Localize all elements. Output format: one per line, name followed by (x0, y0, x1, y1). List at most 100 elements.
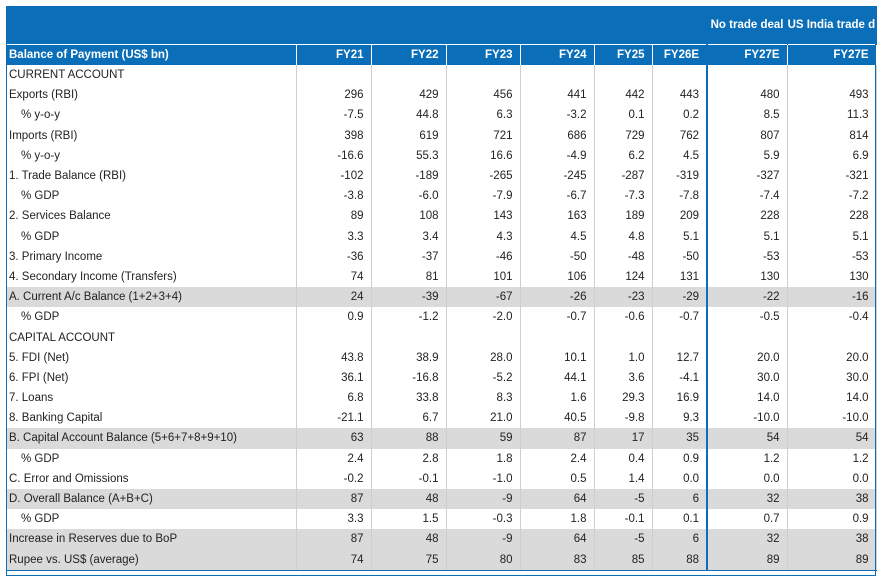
cell-value (594, 327, 653, 348)
table-row: A. Current A/c Balance (1+2+3+4) 24 -39 -67… (6, 287, 877, 308)
cell-value: -29 (652, 287, 708, 308)
cell-value: -5 (594, 488, 653, 510)
cell-value: -9 (446, 488, 521, 510)
cell-value: -0.7 (520, 307, 595, 328)
cell-value (446, 65, 521, 86)
cell-value: -321 (787, 165, 877, 187)
cell-value (371, 327, 447, 348)
table-row: 3. Primary Income -36 -37 -46 -50 -48 -50 -53 -5… (6, 246, 877, 267)
cell-value: 88 (652, 549, 708, 571)
cell-value: 83 (520, 549, 595, 571)
cell-value: 686 (520, 125, 595, 146)
cell-value: 163 (520, 206, 595, 227)
cell-value: -53 (787, 246, 877, 267)
row-label: D. Overall Balance (A+B+C) (6, 488, 297, 510)
cell-value: 40.5 (520, 408, 595, 429)
cell-value: 0.9 (652, 448, 708, 469)
table-row: Rupee vs. US$ (average) 74 75 80 83 85 88 89 89 (6, 549, 877, 571)
cell-value: 6.9 (787, 145, 877, 166)
cell-value: 480 (706, 85, 788, 106)
cell-value: 5.1 (706, 226, 788, 247)
cell-value: 89 (787, 549, 877, 571)
cell-value: 762 (652, 125, 708, 146)
cell-value: 89 (706, 549, 788, 571)
cell-value: 8.3 (446, 388, 521, 409)
cell-value: 6.2 (594, 145, 653, 166)
cell-value: -0.3 (446, 509, 521, 530)
cell-value: 2.4 (520, 448, 595, 469)
table-row: 2. Services Balance 89 108 143 163 189 209 228 2… (6, 206, 877, 227)
cell-value: 4.5 (652, 145, 708, 166)
cell-value: -16.8 (371, 367, 447, 388)
row-label: A. Current A/c Balance (1+2+3+4) (6, 287, 297, 308)
table-row: Imports (RBI) 398 619 721 686 729 762 807 814 (6, 125, 877, 146)
cell-value (652, 327, 708, 348)
cell-value: 20.0 (787, 347, 877, 368)
cell-value: -7.4 (706, 186, 788, 207)
cell-value: -7.8 (652, 186, 708, 207)
cell-value: 619 (371, 125, 447, 146)
row-label: 3. Primary Income (6, 246, 297, 267)
cell-value: -36 (296, 246, 372, 267)
cell-value: 2.8 (371, 448, 447, 469)
table-title: Balance of Payment (US$ bn) (6, 44, 297, 65)
cell-value: -67 (446, 287, 521, 308)
cell-value: 1.4 (594, 468, 653, 489)
cell-value: -0.7 (652, 307, 708, 328)
cell-value: 0.9 (787, 509, 877, 530)
cell-value: 64 (520, 529, 595, 550)
scenario-us-india-trade-deal: US India trade deal (786, 6, 877, 45)
cell-value: -7.9 (446, 186, 521, 207)
cell-value: -22 (706, 287, 788, 308)
cell-value: -0.4 (787, 307, 877, 328)
cell-value (706, 65, 788, 86)
cell-value: -7.2 (787, 186, 877, 207)
cell-value: -1.2 (371, 307, 447, 328)
cell-value: 14.0 (706, 388, 788, 409)
cell-value: -0.6 (594, 307, 653, 328)
cell-value: 24 (296, 287, 372, 308)
cell-value: 493 (787, 85, 877, 106)
cell-value: 14.0 (787, 388, 877, 409)
row-label: % GDP (6, 307, 297, 328)
cell-value: -265 (446, 165, 521, 187)
cell-value: 101 (446, 266, 521, 288)
column-header-fy27e-trade-deal: FY27E (787, 44, 877, 65)
row-label: CAPITAL ACCOUNT (6, 327, 297, 348)
cell-value: 48 (371, 529, 447, 550)
cell-value (520, 65, 595, 86)
column-header-row: Balance of Payment (US$ bn) FY21 FY22 FY… (6, 44, 877, 65)
cell-value: 108 (371, 206, 447, 227)
cell-value: 296 (296, 85, 372, 106)
cell-value (520, 327, 595, 348)
cell-value: 16.9 (652, 388, 708, 409)
cell-value: -37 (371, 246, 447, 267)
row-label: % GDP (6, 226, 297, 247)
cell-value (652, 65, 708, 86)
row-label: 2. Services Balance (6, 206, 297, 227)
cell-value: 44.8 (371, 105, 447, 126)
cell-value: -39 (371, 287, 447, 308)
cell-value: -46 (446, 246, 521, 267)
cell-value: 456 (446, 85, 521, 106)
cell-value: 74 (296, 266, 372, 288)
cell-value: -6.0 (371, 186, 447, 207)
cell-value: 36.1 (296, 367, 372, 388)
cell-value: 0.0 (706, 468, 788, 489)
cell-value: 54 (787, 428, 877, 449)
cell-value: -0.5 (706, 307, 788, 328)
cell-value: 729 (594, 125, 653, 146)
cell-value: -16 (787, 287, 877, 308)
cell-value: -10.0 (706, 408, 788, 429)
row-label: % y-o-y (6, 145, 297, 166)
cell-value: 1.2 (706, 448, 788, 469)
cell-value: -7.5 (296, 105, 372, 126)
cell-value: 33.8 (371, 388, 447, 409)
table-row: % GDP 0.9 -1.2 -2.0 -0.7 -0.6 -0.7 -0.5 -0.4 (6, 307, 877, 328)
cell-value (787, 327, 877, 348)
cell-value: -319 (652, 165, 708, 187)
cell-value: -4.9 (520, 145, 595, 166)
table-row: 6. FPI (Net) 36.1 -16.8 -5.2 44.1 3.6 -4.1 30.0… (6, 367, 877, 388)
cell-value: 0.5 (520, 468, 595, 489)
cell-value (594, 65, 653, 86)
